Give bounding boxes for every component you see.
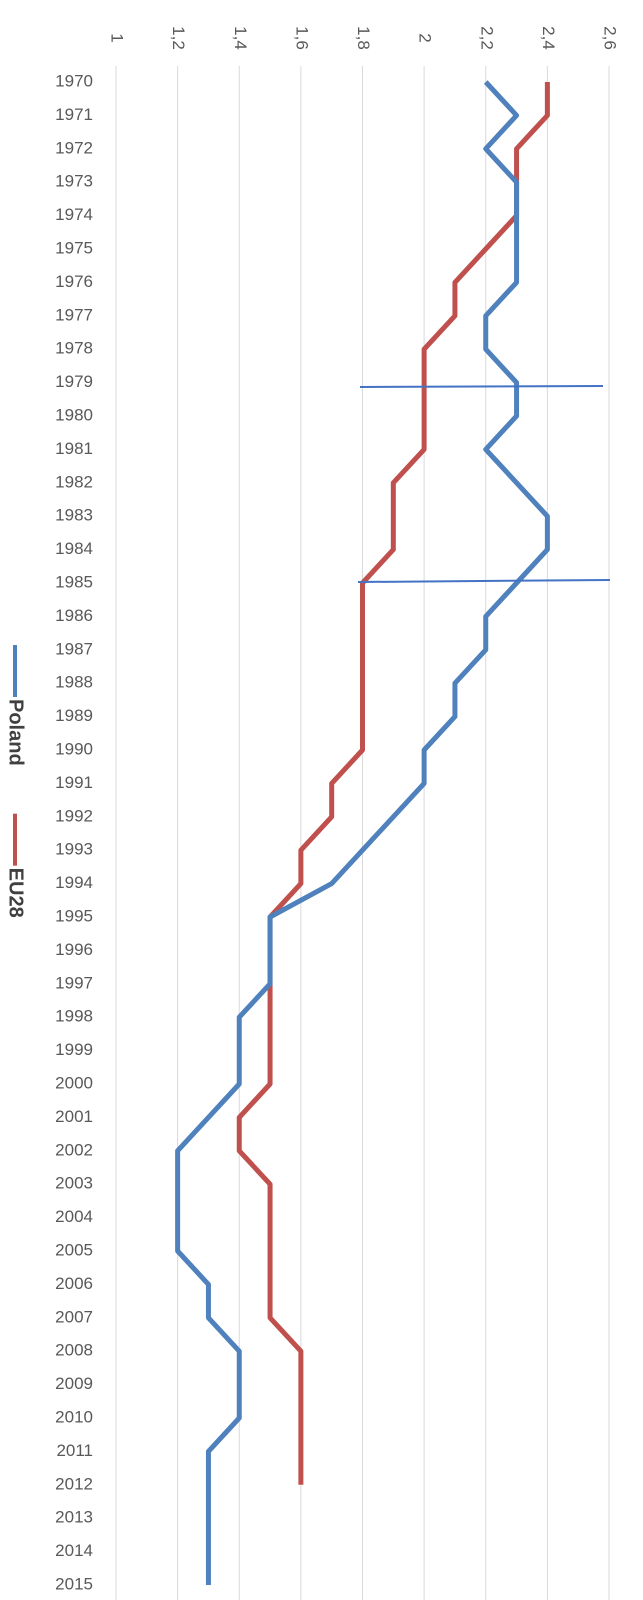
x-tick-label: 2,2: [477, 26, 496, 50]
series-line: [236, 82, 550, 1485]
y-tick-label: 1980: [55, 405, 93, 424]
annotation-line: [357, 579, 611, 583]
x-tick-label: 1,8: [354, 26, 373, 50]
y-tick-label: 1997: [55, 973, 93, 992]
y-tick-label: 2009: [55, 1374, 93, 1393]
y-tick-label: 1974: [55, 205, 93, 224]
x-tick-label: 1,4: [231, 26, 250, 50]
y-tick-label: 1977: [55, 305, 93, 324]
y-tick-label: 1970: [55, 71, 93, 90]
y-tick-label: 1972: [55, 138, 93, 157]
y-tick-label: 1982: [55, 472, 93, 491]
y-tick-label: 1984: [55, 539, 93, 558]
y-tick-label: 1994: [55, 873, 93, 892]
y-tick-label: 2010: [55, 1407, 93, 1426]
x-tick-label: 1,6: [292, 26, 311, 50]
y-tick-label: 2015: [55, 1574, 93, 1593]
y-tick-label: 2001: [55, 1107, 93, 1126]
x-tick-label: 2: [416, 33, 435, 42]
legend-label: EU28: [5, 868, 27, 918]
y-tick-label: 1992: [55, 806, 93, 825]
legend: Poland EU28: [5, 645, 27, 918]
y-tick-label: 1987: [55, 639, 93, 658]
x-tick-label: 1: [108, 33, 127, 42]
y-tick-label: 1976: [55, 272, 93, 291]
y-tick-label: 1979: [55, 372, 93, 391]
y-tick-label: 1990: [55, 739, 93, 758]
y-tick-label: 1998: [55, 1007, 93, 1026]
y-tick-label: 1973: [55, 172, 93, 191]
y-tick-label: 1985: [55, 572, 93, 591]
y-tick-label: 2003: [55, 1174, 93, 1193]
y-tick-label: 1999: [55, 1040, 93, 1059]
y-tick-label: 2008: [55, 1341, 93, 1360]
y-tick-label: 1971: [55, 105, 93, 124]
x-tick-label: 2,6: [601, 26, 620, 50]
annotation-line: [359, 385, 604, 388]
x-tick-label: 2,4: [539, 26, 558, 50]
y-tick-label: 2011: [56, 1441, 93, 1460]
y-tick-label: 1981: [55, 439, 93, 458]
y-tick-label: 1983: [55, 506, 93, 525]
y-tick-label: 2004: [55, 1207, 93, 1226]
x-tick-label: 1,2: [169, 26, 188, 50]
y-tick-label: 1986: [55, 606, 93, 625]
y-tick-label: 2000: [55, 1073, 93, 1092]
y-tick-label: 2012: [55, 1474, 93, 1493]
y-tick-label: 1996: [55, 940, 93, 959]
y-tick-label: 2007: [55, 1307, 93, 1326]
y-tick-label: 2006: [55, 1274, 93, 1293]
y-tick-label: 1978: [55, 339, 93, 358]
y-tick-label: 2002: [55, 1140, 93, 1159]
legend-label: Poland: [5, 699, 27, 766]
y-tick-label: 1993: [55, 840, 93, 859]
series-line: [175, 80, 550, 1585]
y-tick-label: 1989: [55, 706, 93, 725]
y-tick-label: 1975: [55, 238, 93, 257]
y-tick-label: 1988: [55, 673, 93, 692]
y-tick-label: 1991: [55, 773, 93, 792]
y-tick-label: 2005: [55, 1240, 93, 1259]
y-tick-label: 2014: [55, 1541, 93, 1560]
y-tick-label: 1995: [55, 906, 93, 925]
y-tick-label: 2013: [55, 1508, 93, 1527]
